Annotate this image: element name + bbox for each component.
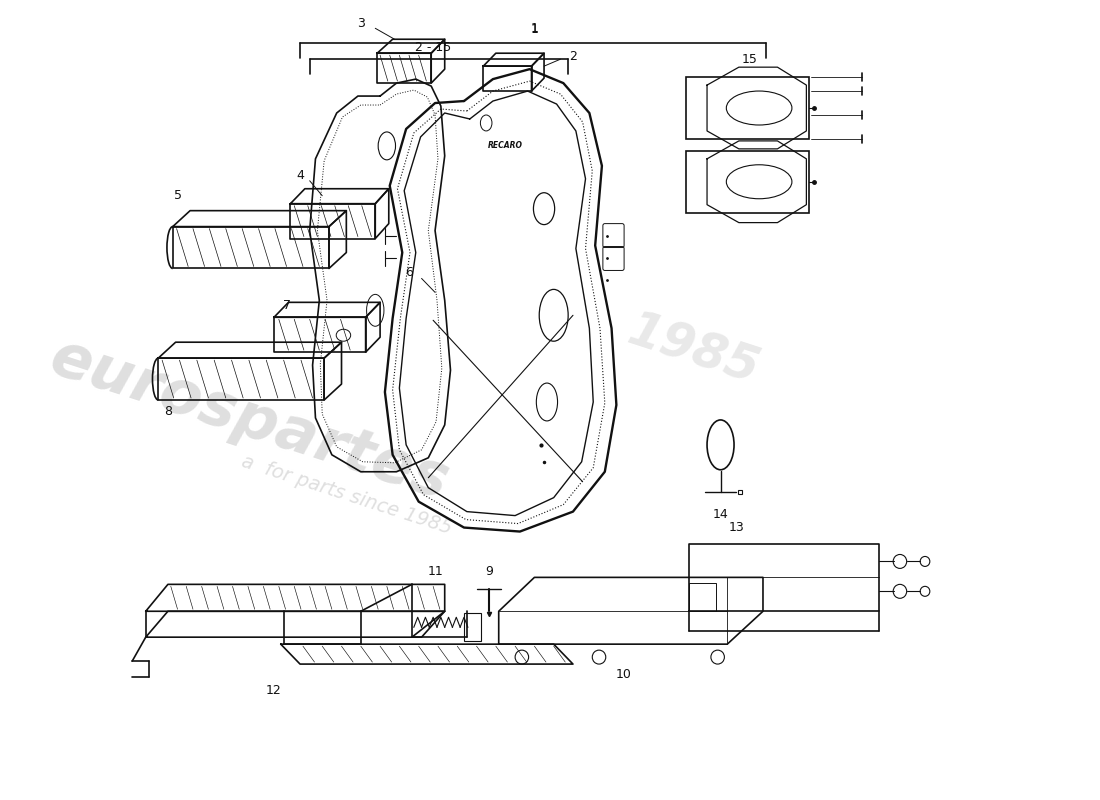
Bar (685, 151, 810, 213)
Text: 7: 7 (283, 299, 290, 312)
Bar (689, 583, 716, 611)
Text: 5: 5 (174, 190, 182, 202)
Text: 2 - 15: 2 - 15 (415, 41, 451, 54)
Text: 12: 12 (266, 685, 282, 698)
Text: 13: 13 (729, 521, 745, 534)
Text: 6: 6 (405, 266, 412, 279)
Text: 3: 3 (356, 17, 365, 30)
Bar (464, 614, 482, 641)
Text: 1: 1 (530, 22, 538, 36)
Text: 10: 10 (616, 667, 632, 681)
Bar (685, 77, 810, 139)
Text: 15: 15 (741, 53, 758, 66)
Text: 2: 2 (569, 50, 576, 62)
Text: 1: 1 (530, 22, 538, 34)
Text: 14: 14 (713, 508, 728, 521)
Text: RECARO: RECARO (488, 142, 522, 150)
Text: 8: 8 (164, 406, 172, 418)
Text: 11: 11 (427, 565, 443, 578)
Text: a  for parts since 1985: a for parts since 1985 (239, 452, 454, 538)
Text: 4: 4 (296, 170, 304, 182)
Text: eurospartes: eurospartes (43, 328, 456, 512)
Text: 1985: 1985 (621, 306, 766, 394)
Text: 9: 9 (485, 565, 493, 578)
